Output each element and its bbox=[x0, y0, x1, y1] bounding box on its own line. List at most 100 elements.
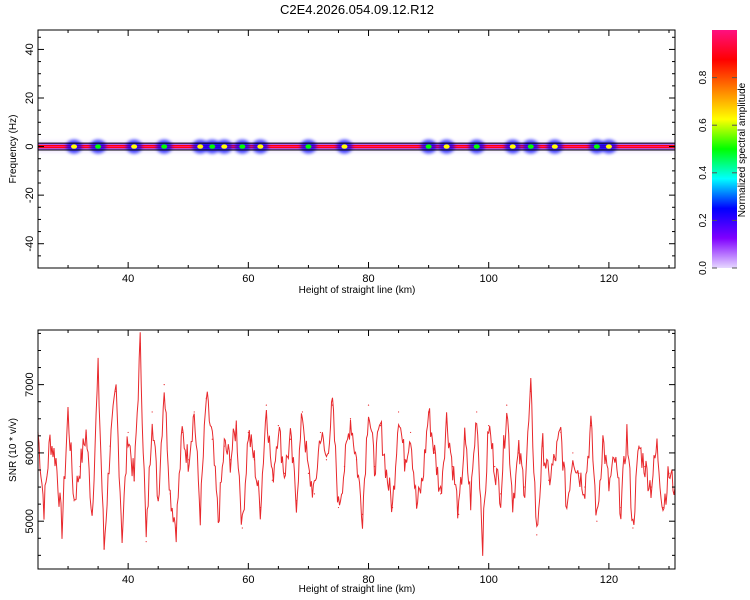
x-tick-label: 40 bbox=[122, 273, 134, 285]
spectral-spot-core bbox=[95, 144, 102, 149]
snr-point bbox=[235, 425, 237, 427]
snr-point bbox=[614, 459, 616, 461]
colorbar: 0.0 0.2 0.4 0.6 0.8 Normalized spectral ampl… bbox=[698, 30, 748, 275]
spectral-spot-core bbox=[341, 144, 348, 149]
snr-point bbox=[97, 370, 99, 372]
snr-point bbox=[67, 411, 69, 413]
snr-point bbox=[145, 541, 147, 543]
snr-point bbox=[307, 472, 310, 474]
snr-y-axis-label: SNR (10 * v/v) bbox=[8, 418, 19, 482]
snr-point bbox=[151, 411, 153, 413]
snr-point bbox=[187, 459, 189, 461]
snr-point bbox=[265, 404, 267, 406]
spectral-spot-core bbox=[239, 144, 246, 149]
x-tick-label: 120 bbox=[600, 273, 618, 285]
colorbar-tick-label: 0.4 bbox=[698, 165, 709, 179]
spectral-spot-core bbox=[593, 144, 600, 149]
snr-point bbox=[397, 411, 400, 413]
spectral-spot-core bbox=[527, 144, 534, 149]
snr-point bbox=[542, 445, 544, 447]
snr-point bbox=[211, 438, 213, 440]
x-tick-label: 60 bbox=[242, 273, 254, 285]
spectrogram-y-axis-label: Frequency (Hz) bbox=[8, 115, 19, 184]
colorbar-tick-label: 0.2 bbox=[698, 213, 709, 227]
snr-point bbox=[367, 404, 370, 406]
snr-point bbox=[626, 431, 628, 434]
x-tick-label: 120 bbox=[600, 574, 618, 586]
snr-point bbox=[379, 425, 382, 427]
snr-point bbox=[590, 425, 592, 427]
snr-point bbox=[518, 452, 520, 454]
snr-point bbox=[548, 479, 550, 481]
snr-point bbox=[488, 425, 490, 427]
snr-point bbox=[572, 452, 574, 454]
snr-x-axis-label: Height of straight line (km) bbox=[299, 584, 416, 595]
snr-point bbox=[43, 506, 45, 509]
snr-point bbox=[217, 520, 219, 522]
x-tick-label: 40 bbox=[122, 574, 134, 586]
spectral-spot-core bbox=[443, 144, 450, 149]
colorbar-tick-label: 0.0 bbox=[698, 261, 709, 275]
y-tick-label: 40 bbox=[24, 43, 36, 55]
snr-point bbox=[584, 486, 586, 488]
snr-point bbox=[512, 500, 514, 502]
spectral-spot-core bbox=[131, 144, 138, 149]
snr-point bbox=[223, 445, 225, 447]
spectrogram-x-axis-label: Height of straight line (km) bbox=[299, 285, 416, 296]
snr-point bbox=[662, 506, 664, 509]
snr-point bbox=[440, 493, 442, 495]
spectral-spot-core bbox=[605, 144, 612, 149]
snr-point bbox=[578, 472, 580, 474]
snr-point bbox=[458, 513, 460, 515]
x-tick-label: 60 bbox=[242, 574, 254, 586]
snr-point bbox=[428, 411, 430, 413]
y-tick-label: 5000 bbox=[24, 509, 36, 533]
snr-panel: 40 60 80 100 120 5000 6000 7000 Height of strai… bbox=[8, 329, 676, 595]
spectral-spot-core bbox=[473, 144, 480, 149]
snr-point bbox=[530, 390, 532, 393]
snr-point bbox=[409, 431, 412, 434]
snr-point bbox=[295, 500, 298, 502]
colorbar-ticks: 0.0 0.2 0.4 0.6 0.8 bbox=[698, 70, 737, 275]
snr-point bbox=[139, 343, 141, 345]
spectral-spot-core bbox=[71, 144, 78, 149]
snr-point bbox=[403, 459, 406, 461]
snr-point bbox=[422, 479, 424, 481]
snr-point bbox=[79, 465, 81, 468]
x-tick-label: 100 bbox=[480, 574, 498, 586]
snr-point bbox=[199, 513, 201, 515]
y-tick-label: 7000 bbox=[24, 372, 36, 396]
snr-point bbox=[434, 452, 436, 454]
y-tick-label: 6000 bbox=[24, 441, 36, 465]
snr-point bbox=[415, 506, 418, 509]
spectral-spot-core bbox=[551, 144, 558, 149]
spectrogram-panel: 40 60 80 100 120 -40 -20 0 20 40 Height of straig… bbox=[8, 29, 676, 296]
snr-plot-frame bbox=[37, 329, 676, 570]
spectral-spot-core bbox=[221, 144, 228, 149]
snr-point bbox=[632, 527, 634, 529]
snr-point bbox=[385, 472, 388, 474]
snr-point bbox=[349, 418, 352, 420]
snr-point bbox=[524, 486, 526, 488]
x-tick-label: 80 bbox=[362, 273, 374, 285]
snr-point bbox=[49, 438, 51, 440]
snr-point bbox=[602, 438, 604, 440]
snr-point bbox=[355, 459, 358, 461]
spectral-band bbox=[38, 139, 675, 154]
snr-point bbox=[253, 459, 255, 461]
snr-point bbox=[319, 431, 322, 434]
snr-point bbox=[289, 438, 291, 440]
snr-point bbox=[241, 527, 243, 529]
colorbar-tick-label: 0.8 bbox=[698, 70, 709, 84]
snr-point bbox=[608, 486, 610, 488]
snr-point bbox=[337, 506, 340, 509]
snr-point bbox=[181, 431, 183, 434]
snr-point bbox=[361, 513, 364, 515]
snr-point bbox=[229, 459, 231, 461]
snr-point bbox=[55, 459, 57, 461]
y-tick-label: -40 bbox=[24, 236, 36, 252]
snr-point bbox=[277, 425, 279, 427]
y-tick-label: 20 bbox=[24, 92, 36, 104]
snr-ticks: 40 60 80 100 120 5000 6000 7000 bbox=[24, 330, 675, 586]
